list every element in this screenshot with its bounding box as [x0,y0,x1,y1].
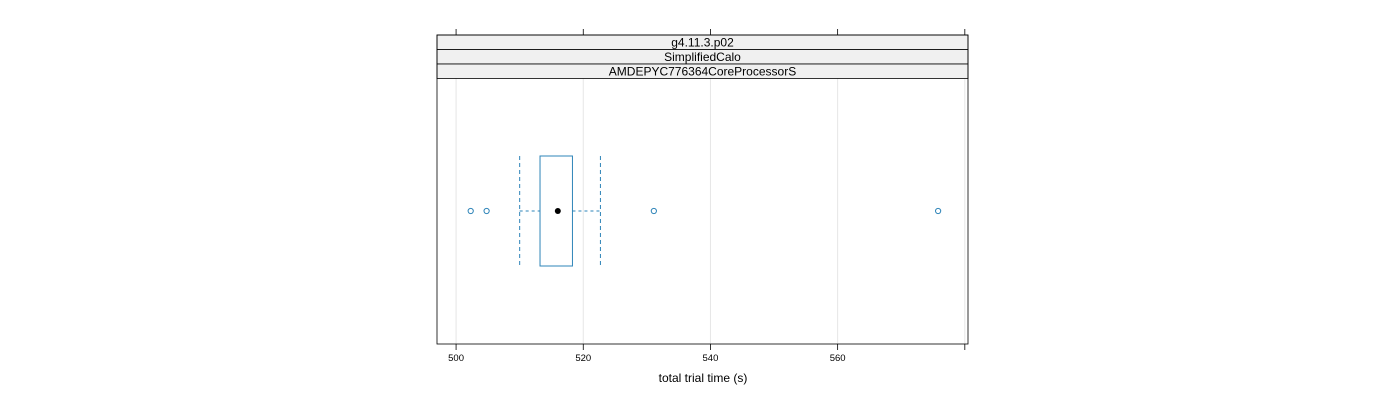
panel-frame [436,34,969,345]
x-axis-label: total trial time (s) [659,371,748,385]
outlier-point [935,207,942,215]
strip-label: g4.11.3.p02 [671,36,734,50]
x-tick-label: 500 [448,353,464,364]
boxplot [467,155,942,267]
x-tick-label: 540 [703,353,719,364]
x-tick-label: 560 [830,353,846,364]
strip-label: AMDEPYC776364CoreProcessorS [609,65,796,79]
x-axis: 500 520 540 560 [436,29,969,364]
median-dot [554,208,561,214]
strip-label: SimplifiedCalo [664,50,741,64]
strip-headers: g4.11.3.p02SimplifiedCaloAMDEPYC776364Co… [436,34,969,79]
outlier-point [650,207,657,215]
outlier-point [483,207,490,215]
grid-lines [455,78,966,344]
outlier-point [467,207,474,215]
x-tick-label: 520 [575,353,591,364]
box-iqr [539,155,573,267]
